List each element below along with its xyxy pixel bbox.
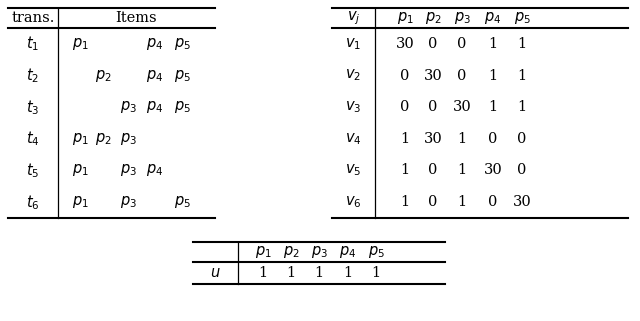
- Text: 0: 0: [488, 195, 498, 209]
- Text: 0: 0: [458, 68, 467, 82]
- Text: $p_{5}$: $p_{5}$: [173, 99, 191, 115]
- Text: $v_{6}$: $v_{6}$: [345, 194, 362, 210]
- Text: $p_{1}$: $p_{1}$: [72, 131, 88, 147]
- Text: 1: 1: [314, 266, 324, 280]
- Text: $t_{5}$: $t_{5}$: [26, 161, 40, 180]
- Text: $p_{3}$: $p_{3}$: [120, 131, 136, 147]
- Text: $p_{1}$: $p_{1}$: [72, 36, 88, 52]
- Text: $p_{4}$: $p_{4}$: [147, 162, 164, 178]
- Text: $v_{4}$: $v_{4}$: [345, 131, 362, 147]
- Text: 1: 1: [344, 266, 353, 280]
- Text: $t_{4}$: $t_{4}$: [26, 129, 40, 148]
- Text: 0: 0: [400, 68, 410, 82]
- Text: $v_{j}$: $v_{j}$: [347, 9, 360, 27]
- Text: 0: 0: [428, 100, 438, 114]
- Text: 1: 1: [488, 68, 497, 82]
- Text: $p_{1}$: $p_{1}$: [397, 10, 413, 26]
- Text: $v_{3}$: $v_{3}$: [346, 99, 362, 115]
- Text: trans.: trans.: [12, 11, 54, 25]
- Text: $p_{4}$: $p_{4}$: [339, 244, 356, 260]
- Text: 30: 30: [424, 132, 442, 146]
- Text: $p_{3}$: $p_{3}$: [120, 99, 136, 115]
- Text: $p_{4}$: $p_{4}$: [147, 36, 164, 52]
- Text: $p_{3}$: $p_{3}$: [454, 10, 470, 26]
- Text: 1: 1: [458, 163, 467, 178]
- Text: 0: 0: [517, 132, 527, 146]
- Text: $p_{3}$: $p_{3}$: [120, 162, 136, 178]
- Text: 0: 0: [428, 37, 438, 51]
- Text: $p_{1}$: $p_{1}$: [72, 162, 88, 178]
- Text: 0: 0: [517, 163, 527, 178]
- Text: 1: 1: [517, 37, 527, 51]
- Text: 1: 1: [371, 266, 381, 280]
- Text: 30: 30: [484, 163, 502, 178]
- Text: $p_{5}$: $p_{5}$: [367, 244, 385, 260]
- Text: 30: 30: [513, 195, 531, 209]
- Text: 1: 1: [401, 163, 410, 178]
- Text: $v_{5}$: $v_{5}$: [346, 163, 362, 178]
- Text: $v_{1}$: $v_{1}$: [346, 36, 362, 52]
- Text: 1: 1: [401, 195, 410, 209]
- Text: 30: 30: [396, 37, 414, 51]
- Text: 1: 1: [488, 37, 497, 51]
- Text: 0: 0: [488, 132, 498, 146]
- Text: $t_{6}$: $t_{6}$: [26, 193, 40, 212]
- Text: 1: 1: [287, 266, 296, 280]
- Text: $p_{3}$: $p_{3}$: [120, 194, 136, 210]
- Text: $v_{2}$: $v_{2}$: [346, 68, 362, 83]
- Text: $p_{5}$: $p_{5}$: [173, 194, 191, 210]
- Text: $p_{4}$: $p_{4}$: [484, 10, 502, 26]
- Text: $t_{1}$: $t_{1}$: [26, 34, 40, 53]
- Text: 30: 30: [452, 100, 472, 114]
- Text: $p_{5}$: $p_{5}$: [173, 67, 191, 83]
- Text: 1: 1: [458, 132, 467, 146]
- Text: $p_{4}$: $p_{4}$: [147, 99, 164, 115]
- Text: $p_{3}$: $p_{3}$: [310, 244, 328, 260]
- Text: $t_{3}$: $t_{3}$: [26, 98, 40, 117]
- Text: $p_{1}$: $p_{1}$: [72, 194, 88, 210]
- Text: $p_{5}$: $p_{5}$: [173, 36, 191, 52]
- Text: 1: 1: [259, 266, 268, 280]
- Text: 1: 1: [458, 195, 467, 209]
- Text: 1: 1: [401, 132, 410, 146]
- Text: $p_{1}$: $p_{1}$: [255, 244, 271, 260]
- Text: $p_{5}$: $p_{5}$: [513, 10, 531, 26]
- Text: $t_{2}$: $t_{2}$: [26, 66, 40, 85]
- Text: 0: 0: [428, 163, 438, 178]
- Text: $p_{2}$: $p_{2}$: [283, 244, 300, 260]
- Text: 0: 0: [458, 37, 467, 51]
- Text: $p_{4}$: $p_{4}$: [147, 67, 164, 83]
- Text: Items: Items: [116, 11, 157, 25]
- Text: $u$: $u$: [210, 266, 221, 280]
- Text: 1: 1: [488, 100, 497, 114]
- Text: 1: 1: [517, 68, 527, 82]
- Text: 1: 1: [517, 100, 527, 114]
- Text: $p_{2}$: $p_{2}$: [424, 10, 442, 26]
- Text: $p_{2}$: $p_{2}$: [95, 131, 111, 147]
- Text: $p_{2}$: $p_{2}$: [95, 67, 111, 83]
- Text: 0: 0: [400, 100, 410, 114]
- Text: 0: 0: [428, 195, 438, 209]
- Text: 30: 30: [424, 68, 442, 82]
